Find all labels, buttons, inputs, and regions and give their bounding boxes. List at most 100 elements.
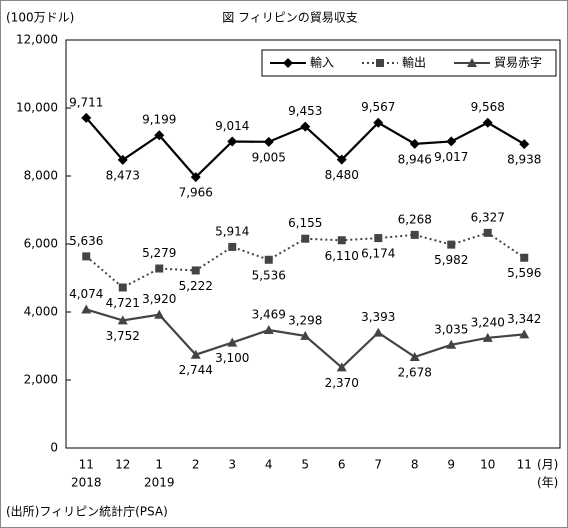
x-tick-label: 3 [228,458,236,472]
legend-box [261,49,557,77]
y-unit: (100万ドル) [6,11,74,25]
y-tick-label: 12,000 [16,33,58,47]
point [446,136,457,147]
point [301,234,310,243]
point [190,172,201,183]
legend-label: 輸出 [402,55,426,70]
value-label: 9,199 [142,113,176,127]
point [227,136,238,147]
value-label: 6,174 [361,247,395,261]
value-label: 5,279 [142,246,176,260]
y-tick-label: 0 [50,441,58,455]
x-tick-label: 7 [374,458,382,472]
value-label: 4,721 [106,296,140,310]
point [337,236,346,245]
point [300,330,311,340]
point [82,252,91,261]
value-label: 8,473 [106,168,140,182]
x-tick-label: 2 [192,458,200,472]
x-tick-label: 11 [517,458,532,472]
value-label: 9,567 [361,100,395,114]
point [81,112,92,123]
point [228,242,237,251]
point [409,138,420,149]
value-label: 9,711 [69,95,103,109]
point [373,117,384,128]
value-label: 3,342 [507,312,541,326]
value-label: 8,480 [325,168,359,182]
value-label: 9,017 [434,150,468,164]
point [81,304,92,314]
year-label: 2018 [71,476,102,490]
x-unit-year: (年) [537,476,558,490]
value-label: 8,938 [507,153,541,167]
point [446,339,457,349]
value-label: 3,298 [288,313,322,327]
point [263,136,274,147]
legend-marker [467,58,477,67]
point [190,349,201,359]
value-label: 4,074 [69,287,103,301]
point [519,329,530,339]
point [336,154,347,165]
value-label: 3,393 [361,310,395,324]
x-tick-label: 9 [447,458,455,472]
value-label: 3,469 [252,308,286,322]
point [409,351,420,361]
x-unit-month: (月) [537,458,558,472]
point [520,253,529,262]
legend-label: 輸入 [310,55,334,70]
point [227,337,238,347]
point [118,283,127,292]
y-tick-label: 6,000 [24,237,58,251]
point [482,332,493,342]
value-label: 9,568 [471,100,505,114]
value-label: 3,240 [471,315,505,329]
value-label: 9,453 [288,104,322,118]
x-tick-label: 5 [301,458,309,472]
value-label: 5,914 [215,224,249,238]
x-tick-label: 12 [115,458,130,472]
x-tick-label: 4 [265,458,273,472]
point [336,362,347,372]
source: (出所)フィリピン統計庁(PSA) [6,504,168,519]
point [263,325,274,335]
point [374,234,383,243]
point [482,117,493,128]
x-tick-label: 10 [480,458,495,472]
point [154,130,165,141]
year-label: 2019 [144,476,175,490]
value-label: 9,014 [215,119,249,133]
value-label: 7,966 [179,186,213,200]
value-label: 6,110 [325,249,359,263]
point [373,327,384,337]
y-tick-label: 2,000 [24,373,58,387]
value-label: 6,268 [398,212,432,226]
value-label: 5,596 [507,266,541,280]
value-label: 2,370 [325,376,359,390]
point [264,255,273,264]
legend-marker [283,58,293,68]
y-tick-label: 8,000 [24,169,58,183]
value-label: 6,327 [471,210,505,224]
point [447,240,456,249]
point [155,264,164,273]
value-label: 3,100 [215,351,249,365]
x-tick-label: 1 [155,458,163,472]
legend-label: 貿易赤字 [494,55,542,70]
chart-title: 図 フィリピンの貿易収支 [222,11,358,25]
point [410,230,419,239]
value-label: 6,155 [288,216,322,230]
point [154,309,165,319]
value-label: 3,920 [142,292,176,306]
legend-marker [376,59,384,67]
point [483,228,492,237]
y-tick-label: 4,000 [24,305,58,319]
point [117,154,128,165]
value-label: 5,222 [179,279,213,293]
value-label: 5,536 [252,268,286,282]
value-label: 3,752 [106,329,140,343]
value-label: 9,005 [252,150,286,164]
x-tick-label: 6 [338,458,346,472]
